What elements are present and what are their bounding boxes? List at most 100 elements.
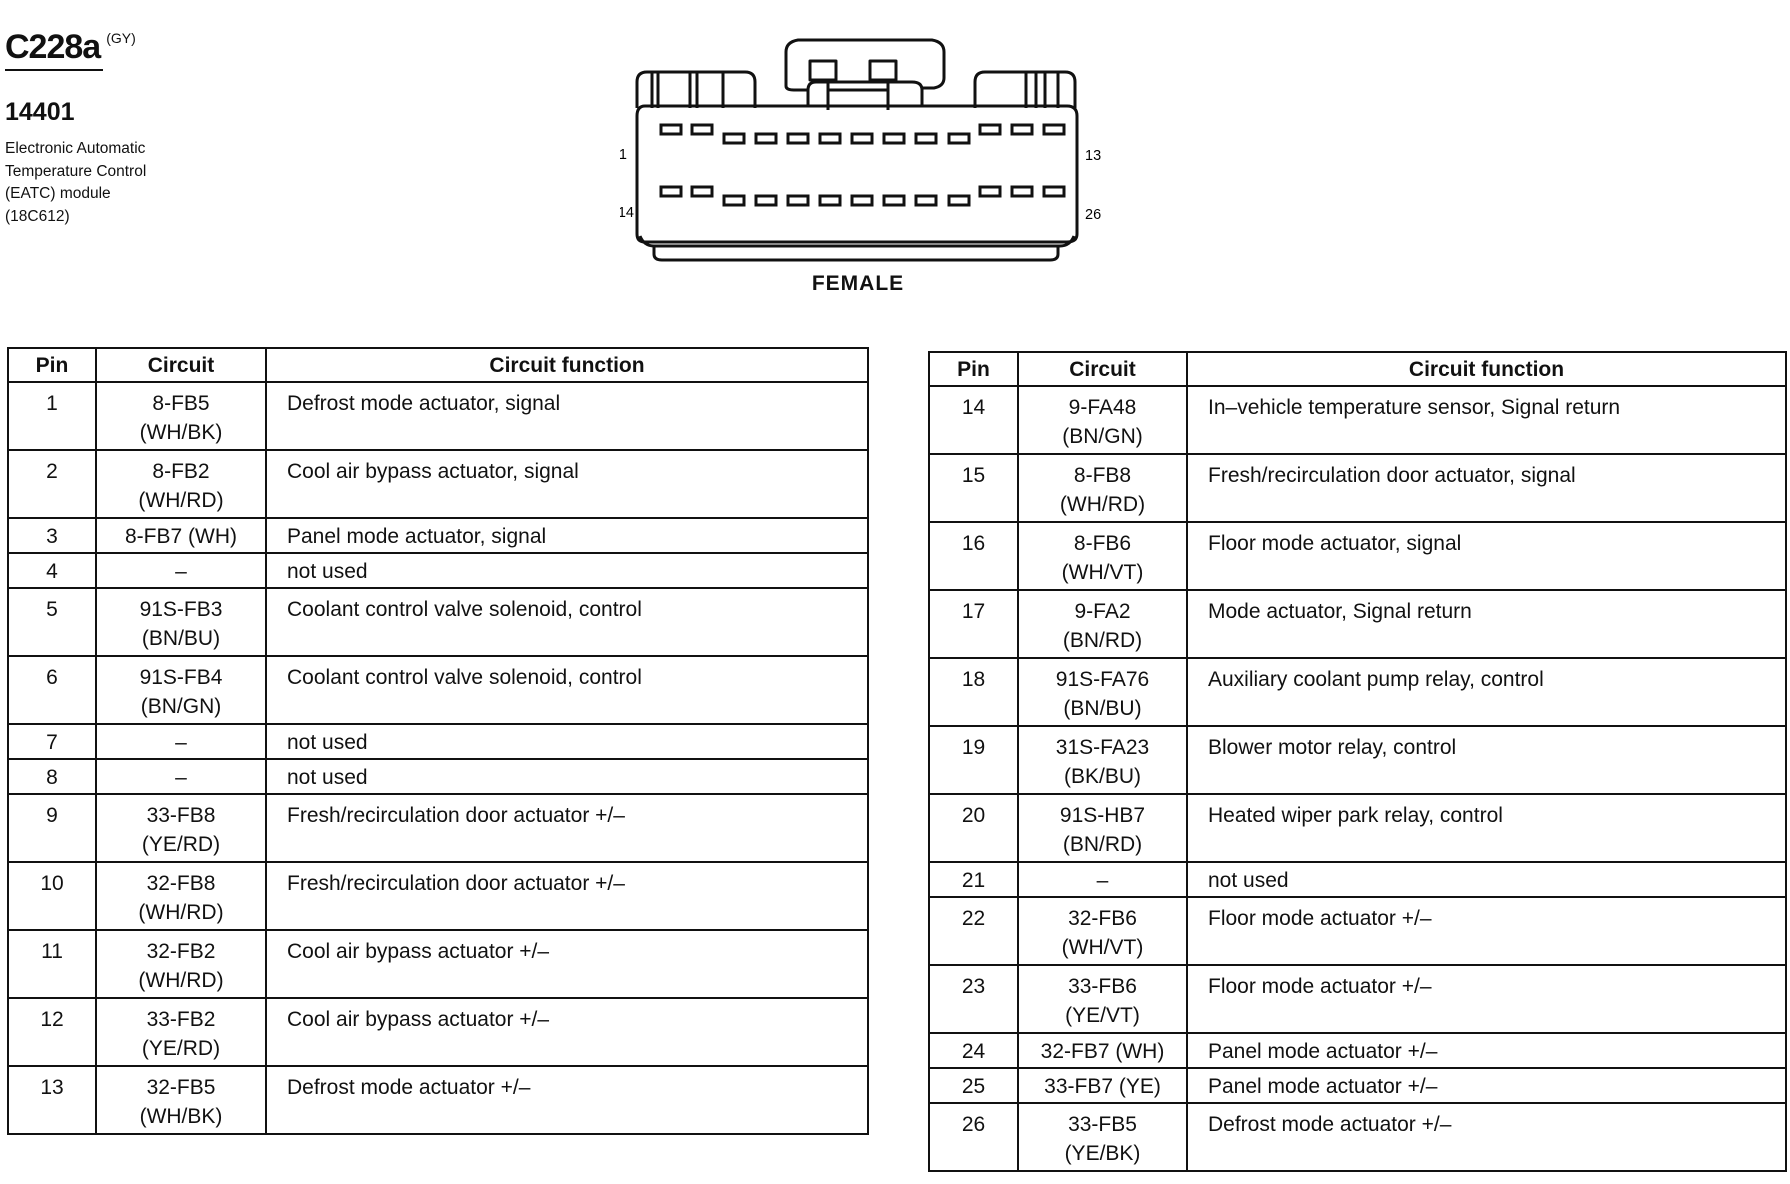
circuit-line: (WH/VT) [1061,936,1144,959]
table-row: 20 91S-HB7 (BN/RD) Heated wiper park relay,… [928,793,1787,863]
circuit-line: 32-FB7 (WH) [1040,1040,1165,1063]
table-row: 5 91S-FB3 (BN/BU) Coolant control valve sol… [7,587,869,657]
function-cell: Panel mode actuator +/– [1186,1067,1787,1104]
pin-cavity [722,132,746,145]
circuit-line: 91S-FA76 [1055,668,1150,691]
header-pin: Pin [7,347,97,383]
pin-cell: 7 [7,723,97,760]
connector-gender-label: FEMALE [811,272,905,295]
title-underline [5,69,103,71]
table-row: 1 8-FB5 (WH/BK) Defrost mode actuator, sign… [7,381,869,451]
connector-id: C228a [5,28,101,66]
function-cell: In–vehicle temperature sensor, Signal re… [1186,385,1787,455]
pinout-table-right: Pin Circuit Circuit function 14 9-FA48 (BN… [928,351,1787,1172]
table-header-row: Pin Circuit Circuit function [7,347,869,383]
pin-cavity [978,185,1002,198]
circuit-cell: 32-FB6 (WH/VT) [1017,896,1188,966]
pin-label-1: 1 [620,147,627,163]
circuit-line: 91S-FB3 [139,598,223,621]
pin-label-14: 14 [620,205,634,221]
circuit-line: (YE/RD) [141,1037,221,1060]
circuit-cell: 32-FB8 (WH/RD) [95,861,267,931]
description-line: Electronic Automatic [5,140,146,157]
circuit-line: – [175,766,187,789]
function-cell: Heated wiper park relay, control [1186,793,1787,863]
circuit-line: 33-FB7 (YE) [1044,1075,1161,1098]
pin-cell: 17 [928,589,1019,659]
description-line: (EATC) module [5,185,111,202]
table-header-row: Pin Circuit Circuit function [928,351,1787,387]
circuit-line: (BN/BU) [1063,697,1142,720]
pin-cell: 14 [928,385,1019,455]
part-number: 14401 [5,98,75,126]
pin-cell: 13 [7,1065,97,1135]
circuit-line: 31S-FA23 [1055,736,1150,759]
circuit-line: – [1096,869,1109,892]
pin-cavity [1010,185,1034,198]
circuit-line: 32-FB6 [1068,907,1137,930]
pin-cell: 19 [928,725,1019,795]
pin-cell: 9 [7,793,97,863]
pin-cavity [914,194,938,207]
circuit-line: (BN/GN) [1062,425,1143,448]
table-row: 26 33-FB5 (YE/BK) Defrost mode actuator +/– [928,1102,1787,1172]
table-row: 3 8-FB7 (WH) Panel mode actuator, signal [7,517,869,554]
function-cell: Cool air bypass actuator, signal [265,449,869,519]
function-cell: Defrost mode actuator +/– [1186,1102,1787,1172]
pin-cell: 22 [928,896,1019,966]
table-row: 24 32-FB7 (WH) Panel mode actuator +/– [928,1032,1787,1069]
function-cell: Cool air bypass actuator +/– [265,997,869,1067]
circuit-line: 8-FB7 (WH) [125,525,237,548]
circuit-line: 9-FA2 [1074,600,1131,623]
header-function: Circuit function [265,347,869,383]
table-row: 10 32-FB8 (WH/RD) Fresh/recirculation door … [7,861,869,931]
circuit-cell: 8-FB7 (WH) [95,517,267,554]
function-cell: Mode actuator, Signal return [1186,589,1787,659]
circuit-line: (BN/GN) [140,695,222,718]
circuit-cell: – [95,723,267,760]
pin-cavity [1042,185,1066,198]
function-cell: Fresh/recirculation door actuator +/– [265,861,869,931]
pin-cavity [850,132,874,145]
pin-cell: 6 [7,655,97,725]
function-cell: Floor mode actuator +/– [1186,896,1787,966]
pin-cavity [659,185,683,198]
description-line: Temperature Control [5,162,147,180]
circuit-line: (WH/BK) [139,1105,223,1128]
circuit-line: (WH/RD) [1059,493,1146,516]
pin-cavity [1042,123,1066,136]
pin-cell: 20 [928,793,1019,863]
pin-cell: 25 [928,1067,1019,1104]
table-row: 12 33-FB2 (YE/RD) Cool air bypass actuator … [7,997,869,1067]
connector-face-diagram: 1 13 14 26 [620,38,1101,262]
pin-cavity [914,132,938,145]
pin-cell: 23 [928,964,1019,1034]
circuit-line: (BK/BU) [1063,765,1141,788]
pin-cavity [722,194,746,207]
table-row: 9 33-FB8 (YE/RD) Fresh/recirculation door a… [7,793,869,863]
circuit-line: 9-FA48 [1068,396,1137,419]
function-cell: Cool air bypass actuator +/– [265,929,869,999]
circuit-line: 33-FB2 [146,1008,216,1031]
circuit-line: (YE/VT) [1065,1004,1140,1027]
circuit-line: (BN/RD) [1062,833,1143,856]
pin-cavity [786,194,810,207]
pinout-table-left: Pin Circuit Circuit function 1 8-FB5 (WH/B… [7,347,869,1135]
function-cell: Coolant control valve solenoid, control [265,655,869,725]
function-cell: not used [265,552,869,589]
function-cell: not used [265,758,869,795]
pin-cavity [754,194,778,207]
pin-cell: 21 [928,861,1019,898]
circuit-line: 8-FB2 [152,460,210,483]
pin-cavity [882,194,906,207]
function-cell: Fresh/recirculation door actuator, signa… [1186,453,1787,523]
circuit-line: (BN/RD) [1062,629,1143,652]
circuit-line: 8-FB5 [152,392,210,415]
function-cell: Panel mode actuator +/– [1186,1032,1787,1069]
circuit-line: 32-FB8 [146,872,216,895]
circuit-cell: 91S-HB7 (BN/RD) [1017,793,1188,863]
table-row: 2 8-FB2 (WH/RD) Cool air bypass actuator, s… [7,449,869,519]
circuit-line: 33-FB8 [146,804,216,827]
pin-cavity [690,185,714,198]
function-cell: Defrost mode actuator +/– [265,1065,869,1135]
